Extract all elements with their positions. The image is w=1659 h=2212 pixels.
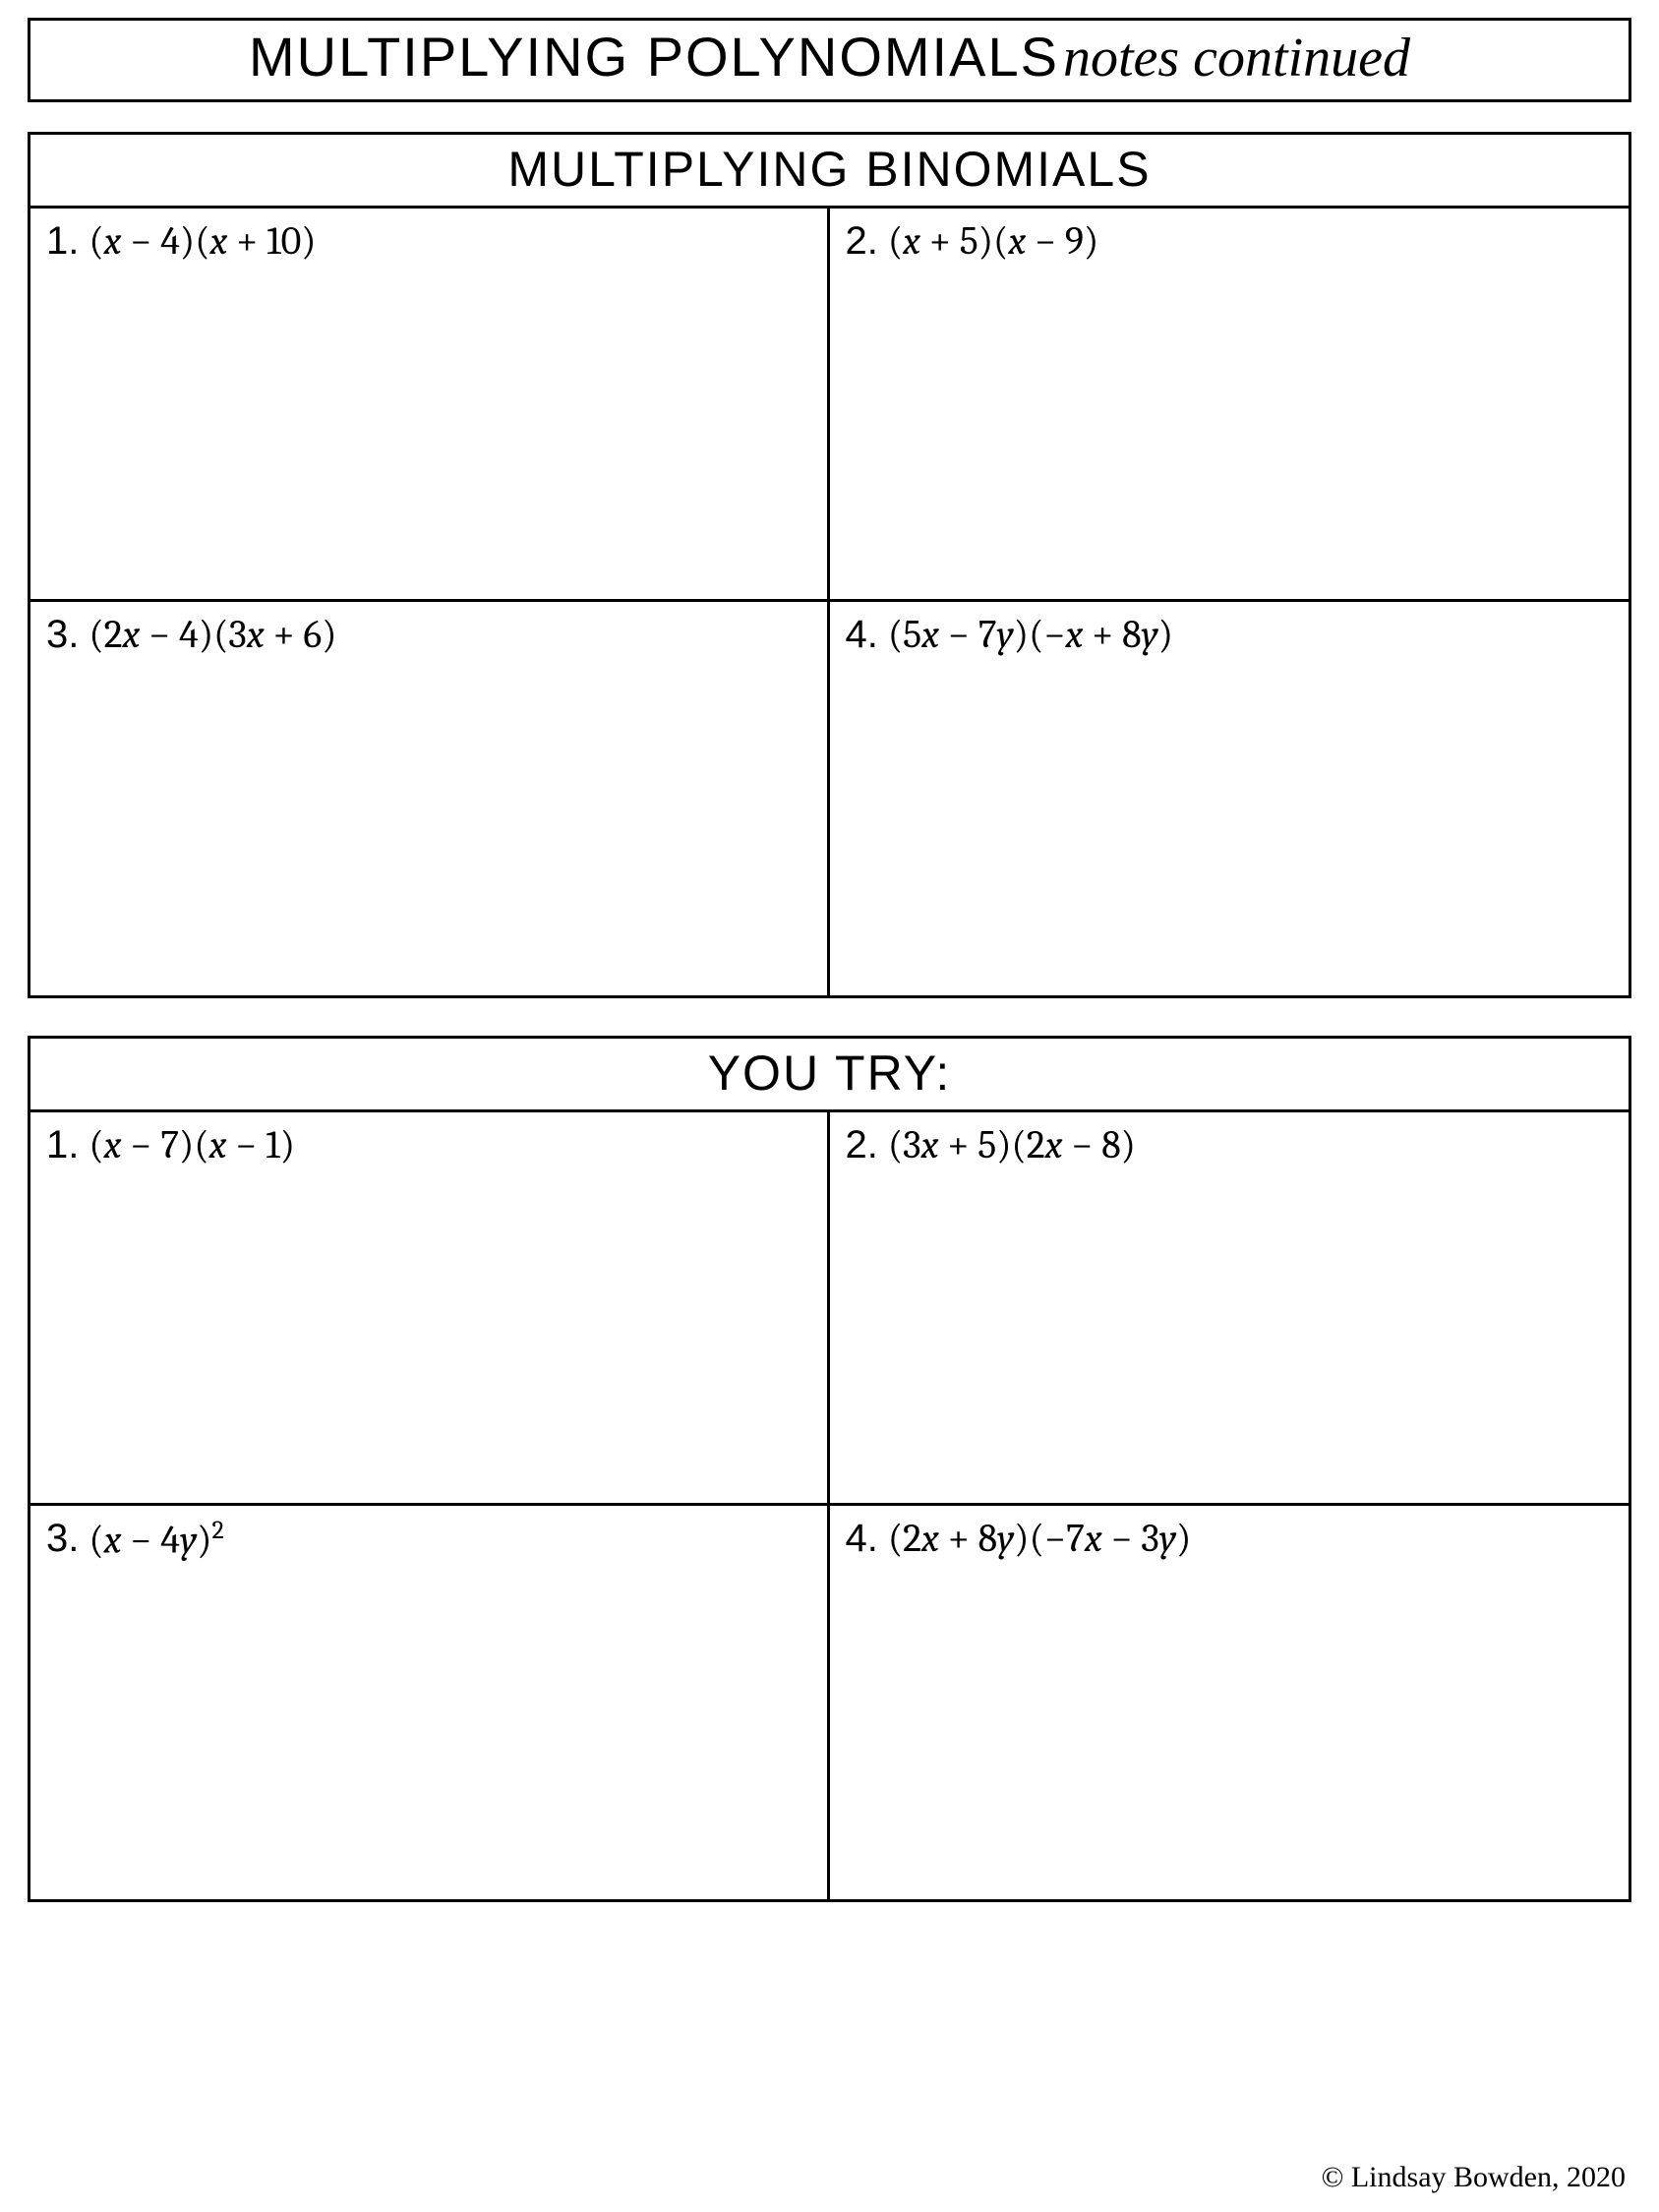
worksheet-page: MULTIPLYING POLYNOMIALS notes continued … — [0, 0, 1659, 2212]
problem-expression: (2x + 8y)(−7x − 3y) — [888, 1516, 1192, 1561]
problem-number: 1. — [46, 219, 79, 264]
section-multiplying-binomials: MULTIPLYING BINOMIALS 1. (x − 4)(x + 10)… — [28, 132, 1631, 998]
problem-number: 2. — [846, 1123, 878, 1167]
section2-cell-2: 2. (3x + 5)(2x − 8) — [830, 1112, 1629, 1506]
section1-grid: 1. (x − 4)(x + 10) 2. (x + 5)(x − 9) 3. … — [30, 209, 1629, 995]
problem-expression: (3x + 5)(2x − 8) — [888, 1122, 1136, 1167]
problem-number: 3. — [46, 613, 79, 657]
problem-number: 1. — [46, 1123, 79, 1167]
page-title-caps: MULTIPLYING POLYNOMIALS — [249, 26, 1059, 88]
copyright-text: © Lindsay Bowden, 2020 — [1322, 2161, 1626, 2194]
problem-number: 4. — [846, 1517, 878, 1561]
problem-expression: (5x − 7y)(−x + 8y) — [888, 612, 1173, 657]
problem-expression: (x − 4y)2 — [89, 1516, 223, 1562]
section1-cell-1: 1. (x − 4)(x + 10) — [30, 209, 830, 602]
section1-cell-2: 2. (x + 5)(x − 9) — [830, 209, 1629, 602]
section-you-try: YOU TRY: 1. (x − 7)(x − 1) 2. (3x + 5)(2… — [28, 1036, 1631, 1902]
problem-number: 3. — [46, 1517, 79, 1561]
problem-number: 2. — [846, 219, 878, 264]
section2-header: YOU TRY: — [30, 1039, 1629, 1112]
section1-header: MULTIPLYING BINOMIALS — [30, 135, 1629, 209]
section1-cell-3: 3. (2x − 4)(3x + 6) — [30, 602, 830, 995]
section1-cell-4: 4. (5x − 7y)(−x + 8y) — [830, 602, 1629, 995]
page-title-script: notes continued — [1063, 28, 1410, 89]
section2-cell-4: 4. (2x + 8y)(−7x − 3y) — [830, 1506, 1629, 1899]
section2-cell-3: 3. (x − 4y)2 — [30, 1506, 830, 1899]
problem-expression: (x + 5)(x − 9) — [888, 218, 1098, 264]
problem-expression: (x − 7)(x − 1) — [89, 1122, 295, 1167]
problem-expression: (x − 4)(x + 10) — [89, 218, 316, 264]
section2-grid: 1. (x − 7)(x − 1) 2. (3x + 5)(2x − 8) 3.… — [30, 1112, 1629, 1899]
problem-number: 4. — [846, 613, 878, 657]
page-title-box: MULTIPLYING POLYNOMIALS notes continued — [28, 18, 1631, 102]
section2-cell-1: 1. (x − 7)(x − 1) — [30, 1112, 830, 1506]
problem-expression: (2x − 4)(3x + 6) — [89, 612, 336, 657]
